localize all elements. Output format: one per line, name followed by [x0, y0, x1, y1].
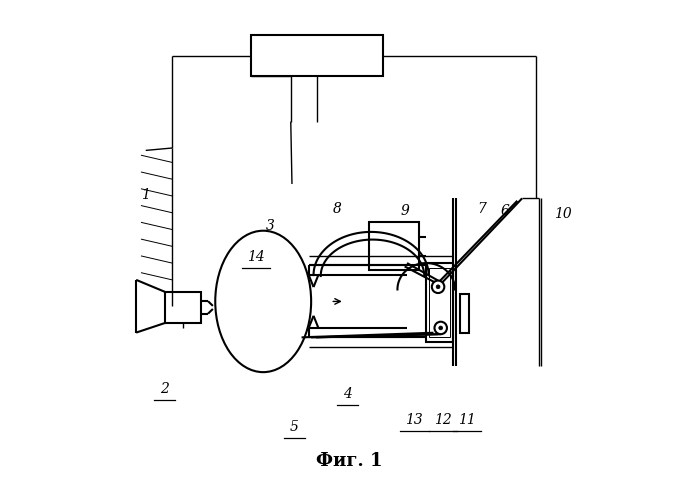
Bar: [165, 292, 201, 323]
Text: 2: 2: [161, 381, 169, 395]
Bar: [460, 295, 469, 333]
Text: 3: 3: [266, 218, 275, 232]
Text: 14: 14: [247, 249, 265, 263]
Circle shape: [432, 281, 445, 293]
Text: Фиг. 1: Фиг. 1: [316, 451, 383, 469]
Text: 12: 12: [434, 412, 452, 426]
Text: 6: 6: [501, 204, 510, 218]
Bar: [428, 268, 450, 338]
Bar: [426, 263, 452, 343]
Text: 7: 7: [477, 201, 486, 215]
Bar: [251, 36, 383, 77]
Text: 10: 10: [554, 206, 572, 220]
Bar: [368, 223, 419, 271]
Text: 5: 5: [290, 419, 298, 433]
Text: 4: 4: [343, 386, 352, 400]
Circle shape: [435, 322, 447, 334]
Text: 9: 9: [401, 204, 409, 218]
Circle shape: [439, 326, 442, 330]
Text: 8: 8: [333, 201, 342, 215]
Text: 13: 13: [405, 412, 423, 426]
Circle shape: [436, 285, 440, 289]
Text: 11: 11: [458, 412, 476, 426]
Text: 1: 1: [141, 187, 150, 201]
